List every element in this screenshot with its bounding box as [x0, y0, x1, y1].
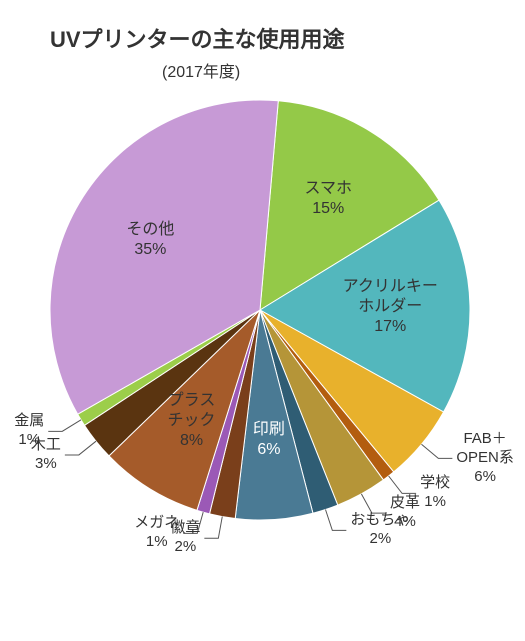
leader-line: [389, 476, 416, 493]
leader-line: [204, 517, 222, 539]
leader-line: [421, 444, 452, 458]
leader-line: [325, 510, 346, 531]
leader-line: [183, 512, 203, 533]
leader-line: [65, 441, 96, 455]
leader-line: [361, 494, 386, 513]
pie-chart: [0, 0, 525, 641]
leader-line: [48, 420, 81, 432]
chart-container: UVプリンターの主な使用用途 (2017年度) スマホ15%アクリルキーホルダー…: [0, 0, 525, 641]
